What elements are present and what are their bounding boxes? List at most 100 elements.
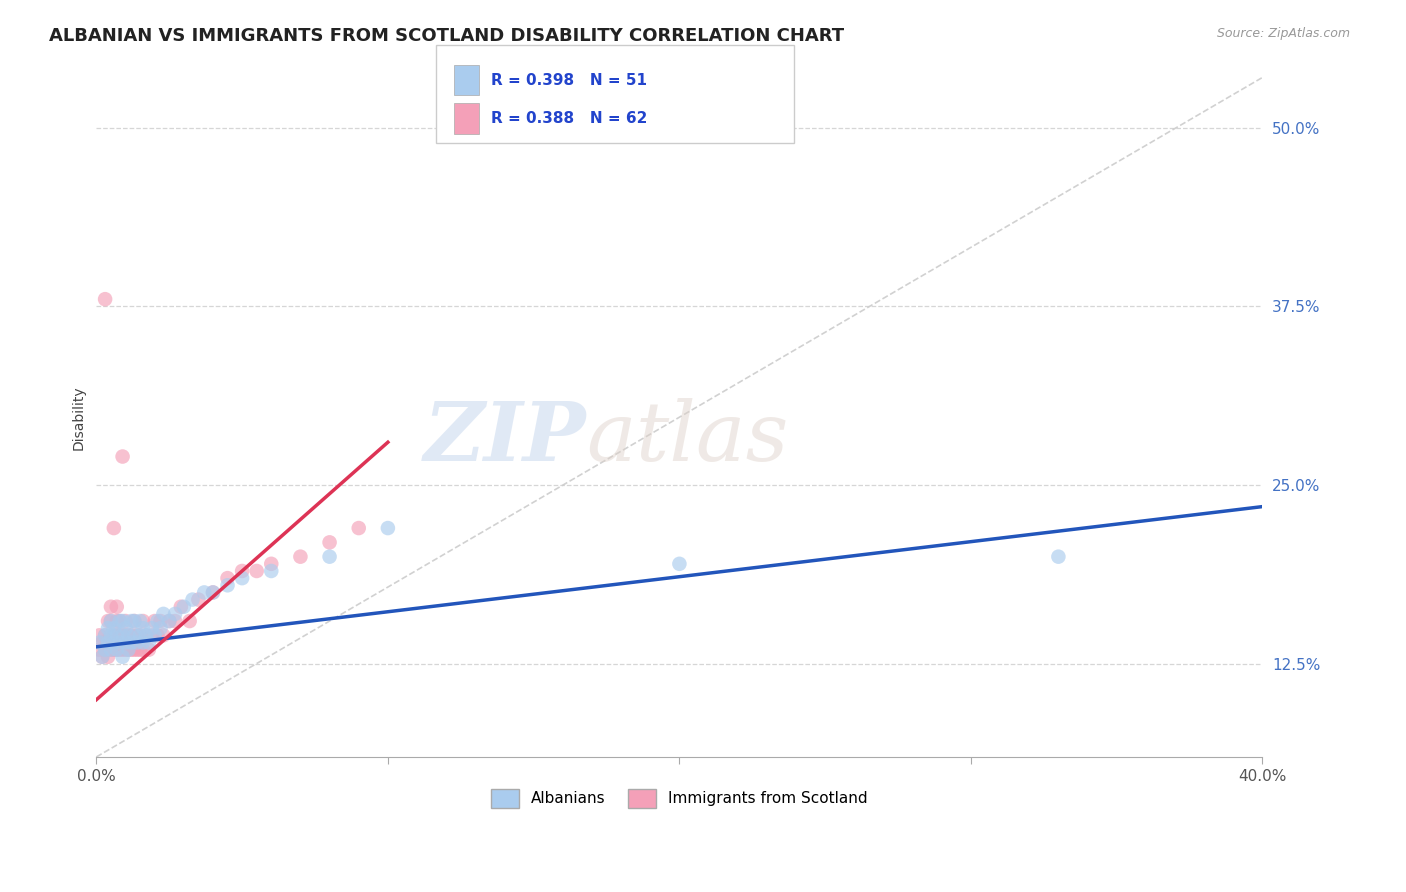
Point (100, 642, 122, 657)
Point (217, 578, 239, 592)
Point (143, 614, 166, 628)
Point (173, 599, 195, 614)
Point (89, 635, 111, 649)
Point (103, 635, 125, 649)
Point (127, 628, 149, 642)
Point (97, 649, 120, 664)
Point (193, 585, 215, 599)
Y-axis label: Disability: Disability (72, 384, 86, 450)
Point (105, 642, 128, 657)
Point (132, 621, 155, 635)
Point (377, 521, 399, 535)
Point (122, 628, 145, 642)
Point (1047, 549, 1070, 564)
Point (100, 628, 122, 642)
Text: ALBANIAN VS IMMIGRANTS FROM SCOTLAND DISABILITY CORRELATION CHART: ALBANIAN VS IMMIGRANTS FROM SCOTLAND DIS… (49, 27, 845, 45)
Point (138, 635, 160, 649)
Point (89, 642, 111, 657)
Point (114, 628, 136, 642)
Point (318, 535, 340, 549)
Point (201, 585, 224, 599)
Point (111, 642, 134, 657)
Point (141, 628, 163, 642)
Point (138, 642, 160, 657)
Point (129, 628, 152, 642)
Point (122, 614, 145, 628)
Point (114, 642, 136, 657)
Point (100, 599, 122, 614)
Point (94, 628, 117, 642)
Point (100, 642, 122, 657)
Point (114, 614, 136, 628)
Point (127, 642, 149, 657)
Point (100, 628, 122, 642)
Point (129, 614, 152, 628)
Point (103, 621, 125, 635)
Point (318, 549, 340, 564)
Text: atlas: atlas (586, 398, 789, 477)
Point (114, 635, 136, 649)
Point (114, 621, 136, 635)
Point (127, 635, 149, 649)
Point (91, 649, 114, 664)
Text: R = 0.388   N = 62: R = 0.388 N = 62 (491, 112, 647, 126)
Point (100, 614, 122, 628)
Point (260, 557, 283, 571)
Point (179, 614, 201, 628)
Point (129, 628, 152, 642)
Point (347, 521, 370, 535)
Point (97, 621, 120, 635)
Point (149, 614, 172, 628)
Point (105, 642, 128, 657)
Point (111, 614, 134, 628)
Point (111, 628, 134, 642)
Point (157, 614, 180, 628)
Point (103, 628, 125, 642)
Point (132, 635, 155, 649)
Point (132, 614, 155, 628)
Point (94, 628, 117, 642)
Point (152, 607, 174, 621)
Point (146, 628, 169, 642)
Point (108, 628, 131, 642)
Point (201, 585, 224, 599)
Point (217, 571, 239, 585)
Point (108, 614, 131, 628)
Point (135, 628, 157, 642)
Point (132, 642, 155, 657)
Point (668, 557, 690, 571)
Point (152, 628, 174, 642)
Point (187, 592, 209, 607)
Point (105, 628, 128, 642)
Point (117, 628, 139, 642)
Point (105, 599, 128, 614)
Text: R = 0.398   N = 51: R = 0.398 N = 51 (491, 73, 647, 87)
Point (108, 642, 131, 657)
Point (111, 649, 134, 664)
Point (103, 521, 125, 535)
Point (91, 635, 114, 649)
Point (141, 621, 163, 635)
Text: ZIP: ZIP (423, 398, 586, 477)
Point (165, 607, 187, 621)
Point (170, 599, 193, 614)
Point (100, 614, 122, 628)
Point (260, 564, 283, 578)
Point (181, 592, 204, 607)
Point (117, 642, 139, 657)
Point (120, 642, 142, 657)
Point (290, 549, 312, 564)
Point (108, 635, 131, 649)
Point (135, 628, 157, 642)
Point (146, 614, 169, 628)
Point (94, 642, 117, 657)
Point (157, 614, 180, 628)
Point (103, 642, 125, 657)
Point (111, 450, 134, 464)
Point (120, 635, 142, 649)
Point (105, 628, 128, 642)
Point (122, 614, 145, 628)
Point (129, 642, 152, 657)
Point (94, 292, 117, 306)
Point (231, 564, 253, 578)
